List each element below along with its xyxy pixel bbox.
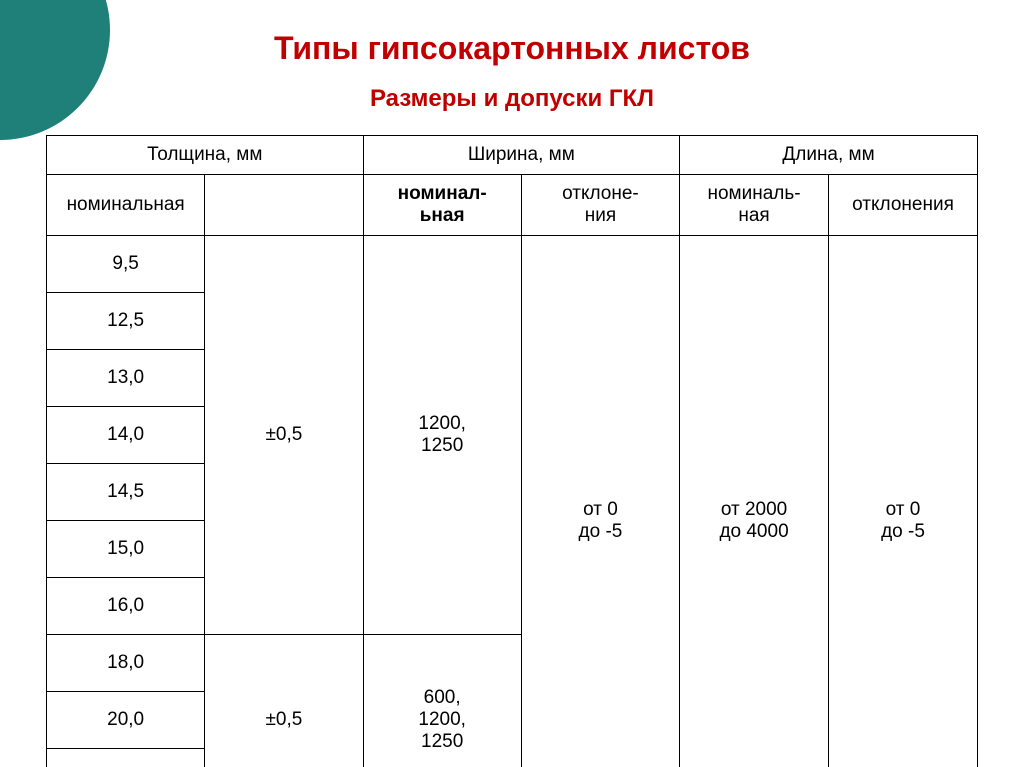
slide-title: Типы гипсокартонных листов bbox=[0, 30, 1024, 67]
slide-subtitle: Размеры и допуски ГКЛ bbox=[0, 85, 1024, 113]
thickness-cell: 15,0 bbox=[47, 521, 205, 578]
thickness-tol-cell-1: ±0,5 bbox=[205, 236, 363, 635]
length-dev-cell: от 0до -5 bbox=[829, 236, 978, 767]
header-length: Длина, мм bbox=[680, 136, 978, 175]
subhdr-width-nominal: номинал-ьная bbox=[363, 175, 521, 236]
length-nominal-cell: от 2000до 4000 bbox=[680, 236, 829, 767]
table-header-row: Толщина, мм Ширина, мм Длина, мм bbox=[47, 136, 978, 175]
thickness-cell: 24,0 bbox=[47, 749, 205, 767]
table-row: 9,5 ±0,5 1200,1250 от 0до -5 от 2000до 4… bbox=[47, 236, 978, 293]
width-nominal-cell-2: 600,1200,1250 bbox=[363, 635, 521, 767]
gkl-table: Толщина, мм Ширина, мм Длина, мм номинал… bbox=[46, 135, 978, 767]
thickness-cell: 20,0 bbox=[47, 692, 205, 749]
table-subheader-row: номинальная номинал-ьная отклоне-ния ном… bbox=[47, 175, 978, 236]
width-nominal-cell-1: 1200,1250 bbox=[363, 236, 521, 635]
subhdr-length-nominal: номиналь-ная bbox=[680, 175, 829, 236]
subhdr-thickness-empty bbox=[205, 175, 363, 236]
thickness-cell: 16,0 bbox=[47, 578, 205, 635]
subhdr-thickness-nominal: номинальная bbox=[47, 175, 205, 236]
thickness-cell: 9,5 bbox=[47, 236, 205, 293]
thickness-cell: 13,0 bbox=[47, 350, 205, 407]
header-thickness: Толщина, мм bbox=[47, 136, 364, 175]
decorative-circle bbox=[0, 0, 110, 140]
subhdr-length-dev: отклонения bbox=[829, 175, 978, 236]
width-dev-cell: от 0до -5 bbox=[521, 236, 679, 767]
subhdr-width-dev: отклоне-ния bbox=[521, 175, 679, 236]
header-width: Ширина, мм bbox=[363, 136, 680, 175]
thickness-tol-cell-2: ±0,5 bbox=[205, 635, 363, 767]
thickness-cell: 12,5 bbox=[47, 293, 205, 350]
thickness-cell: 18,0 bbox=[47, 635, 205, 692]
thickness-cell: 14,5 bbox=[47, 464, 205, 521]
thickness-cell: 14,0 bbox=[47, 407, 205, 464]
